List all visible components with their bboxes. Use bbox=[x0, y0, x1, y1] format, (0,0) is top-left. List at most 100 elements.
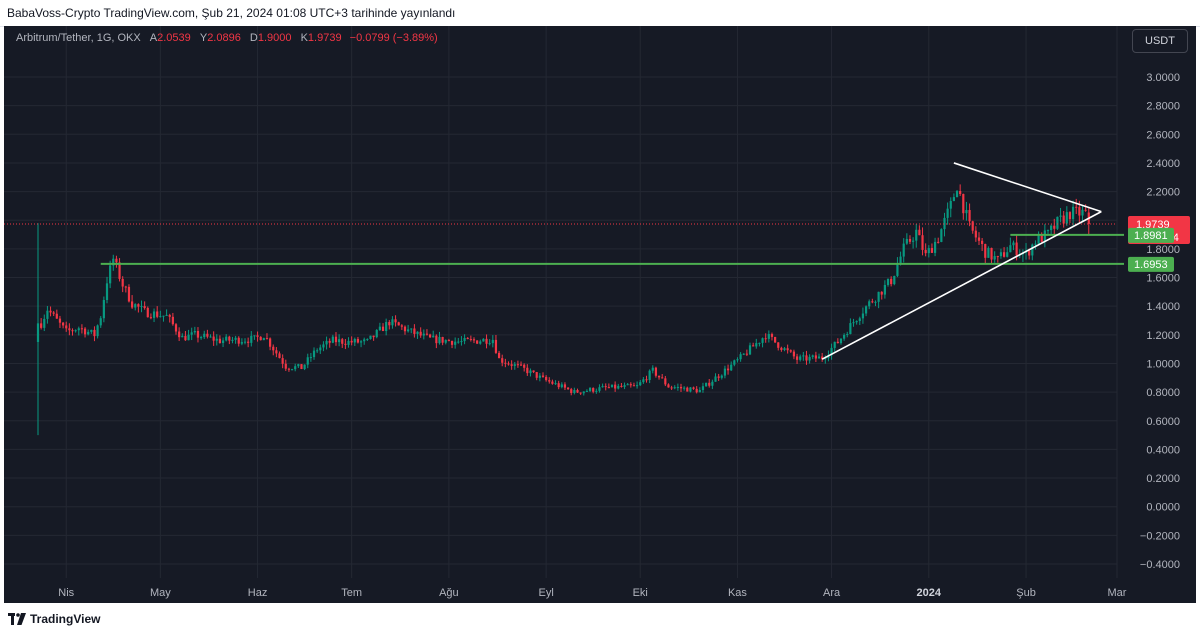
y-tick-label: 2.6000 bbox=[1146, 129, 1180, 141]
time-axis[interactable]: Nis May Haz Tem Ağu Eyl Eki Kas Ara 2024 Şub Mar bbox=[58, 587, 1127, 599]
candle-body bbox=[726, 368, 730, 371]
candle-body bbox=[959, 191, 962, 194]
candle-body bbox=[507, 363, 510, 365]
candle-body bbox=[65, 325, 68, 329]
candle-body bbox=[350, 340, 353, 343]
triangle-trendline[interactable] bbox=[821, 210, 1102, 360]
candle-body bbox=[510, 364, 513, 366]
candle-body bbox=[736, 359, 739, 361]
chart-panel[interactable]: 3.00002.80002.60002.40002.20002.00001.80… bbox=[4, 26, 1196, 603]
candle-body bbox=[212, 336, 215, 341]
candle-body bbox=[1028, 250, 1031, 256]
candle-body bbox=[331, 336, 334, 343]
candle-body bbox=[253, 335, 256, 337]
candle-body bbox=[338, 339, 341, 343]
price-chart[interactable]: 3.00002.80002.60002.40002.20002.00001.80… bbox=[4, 26, 1196, 603]
currency-button[interactable]: USDT bbox=[1132, 29, 1188, 53]
candle-body bbox=[1050, 225, 1053, 231]
candle-body bbox=[52, 312, 55, 314]
candle-body bbox=[673, 387, 676, 389]
candle-body bbox=[808, 356, 811, 361]
candle-body bbox=[861, 313, 865, 319]
grid-lines bbox=[4, 26, 1118, 578]
candle-body bbox=[413, 328, 416, 334]
candle-body bbox=[394, 319, 397, 323]
candle-body bbox=[880, 291, 883, 295]
candle-body bbox=[146, 308, 149, 318]
triangle-trendline[interactable] bbox=[953, 162, 1102, 213]
candle-body bbox=[193, 330, 196, 333]
candle-body bbox=[758, 342, 761, 344]
candle-body bbox=[733, 360, 736, 365]
low-value: 1.9000 bbox=[257, 32, 292, 44]
candle-body bbox=[447, 340, 450, 342]
candle-body bbox=[284, 363, 287, 369]
tradingview-logo[interactable]: TradingView bbox=[8, 612, 100, 626]
candle-body bbox=[469, 338, 472, 340]
candle-body bbox=[833, 341, 836, 348]
candle-body bbox=[871, 301, 874, 303]
candle-body bbox=[99, 318, 102, 326]
symbol-title[interactable]: Arbitrum/Tether, 1G, OKX bbox=[16, 32, 141, 44]
candle-body bbox=[943, 217, 946, 230]
support-label: 1.8981 bbox=[1134, 230, 1168, 242]
candle-body bbox=[55, 313, 58, 319]
candle-body bbox=[190, 332, 193, 335]
candle-body bbox=[576, 390, 579, 393]
candle-body bbox=[262, 338, 265, 341]
candle-body bbox=[40, 323, 43, 328]
candle-body bbox=[720, 375, 723, 378]
candle-body bbox=[852, 322, 855, 324]
candle-body bbox=[912, 240, 915, 242]
candle-body bbox=[548, 380, 551, 382]
candle-body bbox=[708, 382, 711, 386]
candle-body bbox=[58, 318, 62, 323]
candle-body bbox=[231, 339, 234, 341]
trendlines bbox=[821, 162, 1102, 360]
candle-body bbox=[450, 340, 454, 345]
candle-body bbox=[109, 265, 112, 284]
candle-body bbox=[300, 364, 303, 370]
candle-body bbox=[118, 262, 121, 279]
candle-body bbox=[538, 375, 541, 378]
candle-body bbox=[1002, 252, 1006, 257]
candle-body bbox=[795, 356, 799, 360]
candle-body bbox=[407, 329, 410, 332]
candle-body bbox=[849, 323, 852, 335]
close-value: 1.9739 bbox=[307, 32, 342, 44]
candle-body bbox=[488, 343, 491, 345]
candle-body bbox=[131, 301, 134, 308]
candle-body bbox=[1037, 234, 1040, 244]
candle-body bbox=[651, 367, 654, 371]
tradingview-logo-icon bbox=[8, 613, 26, 625]
candle-body bbox=[667, 384, 670, 388]
candle-body bbox=[463, 337, 466, 342]
candle-body bbox=[77, 328, 80, 331]
candle-body bbox=[294, 366, 297, 370]
candle-body bbox=[457, 341, 460, 343]
candle-body bbox=[588, 388, 592, 391]
candle-body bbox=[466, 337, 469, 339]
candle-body bbox=[391, 319, 394, 326]
candle-body bbox=[523, 364, 526, 368]
candle-body bbox=[381, 326, 385, 332]
candle-body bbox=[993, 256, 996, 260]
ohlc-legend: Arbitrum/Tether, 1G, OKX A2.0539 Y2.0896… bbox=[16, 32, 438, 44]
candle-body bbox=[918, 229, 921, 236]
x-tick-label: Eki bbox=[633, 587, 648, 599]
candle-body bbox=[165, 314, 168, 316]
candle-body bbox=[93, 329, 96, 337]
price-axis[interactable]: 3.00002.80002.60002.40002.20002.00001.80… bbox=[1140, 72, 1180, 571]
candle-body bbox=[403, 326, 407, 332]
candle-body bbox=[218, 338, 222, 343]
candle-body bbox=[410, 328, 413, 330]
candle-body bbox=[883, 284, 886, 295]
candle-body bbox=[397, 322, 400, 326]
x-tick-label: Şub bbox=[1016, 587, 1036, 599]
candle-body bbox=[670, 387, 673, 389]
y-tick-label: 1.2000 bbox=[1146, 330, 1180, 342]
candle-body bbox=[1031, 244, 1034, 256]
candle-body bbox=[1056, 216, 1059, 229]
candle-body bbox=[777, 342, 780, 348]
candle-body bbox=[535, 372, 538, 378]
